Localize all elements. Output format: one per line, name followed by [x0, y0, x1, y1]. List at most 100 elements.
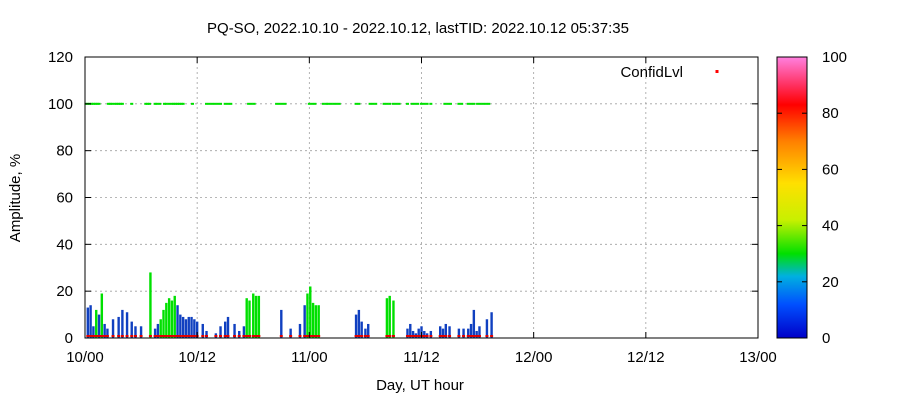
- confid-point: [146, 102, 150, 105]
- x-tick-label: 10/00: [66, 349, 104, 366]
- x-tick-label: 13/00: [739, 349, 777, 366]
- amplitude-bar: [201, 323, 204, 338]
- amplitude-bar: [190, 316, 193, 338]
- confid-point: [413, 102, 417, 105]
- amplitude-bar: [257, 295, 261, 338]
- baseline-point: [94, 335, 98, 337]
- amplitude-bar: [159, 319, 162, 338]
- amplitude-bar: [306, 293, 309, 338]
- baseline-point: [91, 335, 95, 337]
- baseline-point: [111, 335, 115, 337]
- baseline-point: [100, 335, 104, 337]
- confid-point: [153, 102, 157, 105]
- amplitude-bar: [103, 323, 106, 338]
- amplitude-bar: [478, 326, 481, 338]
- baseline-point: [105, 335, 109, 337]
- confid-point: [130, 102, 134, 105]
- baseline-point: [388, 335, 392, 337]
- baseline-point: [477, 335, 481, 337]
- baseline-point: [181, 335, 185, 337]
- baseline-point: [485, 335, 489, 337]
- baseline-point: [298, 335, 302, 337]
- baseline-point: [214, 335, 218, 337]
- amplitude-bar: [490, 312, 493, 338]
- confid-point: [247, 102, 251, 105]
- amplitude-bar: [97, 314, 101, 338]
- confid-point: [115, 102, 119, 105]
- confid-point: [446, 102, 450, 105]
- confid-point: [324, 102, 328, 105]
- confid-point: [448, 102, 452, 105]
- amplitude-bar: [438, 326, 442, 338]
- confid-point: [117, 102, 121, 105]
- amplitude-bar: [156, 323, 160, 338]
- baseline-point: [125, 335, 129, 337]
- baseline-point: [391, 335, 395, 337]
- baseline-point: [279, 335, 283, 337]
- y-tick-label: 60: [56, 190, 73, 207]
- amplitude-bar: [226, 316, 230, 338]
- confid-point: [229, 102, 233, 105]
- confid-point: [106, 102, 110, 105]
- amplitude-bar: [289, 328, 292, 338]
- colorbar-ticks: 0 20 40 60 80 100: [777, 49, 847, 347]
- baseline-point: [248, 335, 252, 337]
- baseline-point: [223, 335, 227, 337]
- confid-point: [422, 102, 426, 105]
- amplitude-bar: [187, 316, 190, 338]
- baseline-point: [303, 335, 307, 337]
- confid-point: [158, 102, 162, 105]
- confid-point: [405, 102, 409, 105]
- confid-point: [425, 102, 429, 105]
- baseline-point: [438, 335, 442, 337]
- amplitude-bar: [100, 293, 104, 338]
- amplitude-bar: [193, 319, 196, 338]
- baseline-point: [245, 335, 249, 337]
- amplitude-bar: [92, 326, 95, 338]
- amplitude-bar: [139, 326, 143, 338]
- confid-point: [326, 102, 330, 105]
- amplitude-bar: [176, 305, 179, 338]
- amplitude-bar: [254, 295, 258, 338]
- colorbar: 0 20 40 60 80 100: [776, 49, 847, 347]
- baseline-point: [425, 335, 429, 337]
- baseline-point: [117, 335, 121, 337]
- colorbar-tick-label: 40: [822, 218, 839, 235]
- baseline-point: [311, 335, 315, 337]
- baseline-point: [385, 335, 389, 337]
- confid-point: [476, 102, 480, 105]
- colorbar-tick-label: 60: [822, 161, 839, 178]
- baseline-point: [422, 335, 426, 337]
- amplitude-bar: [367, 323, 370, 338]
- confid-point: [249, 102, 253, 105]
- baseline-point: [192, 335, 196, 337]
- y-axis-label: Amplitude, %: [7, 154, 24, 242]
- confid-point: [167, 102, 171, 105]
- baseline-point: [130, 335, 134, 337]
- confid-point: [162, 102, 166, 105]
- baseline-point: [148, 335, 152, 337]
- amplitude-bar: [448, 326, 451, 338]
- baseline-point: [164, 335, 168, 337]
- amplitude-bar: [485, 319, 489, 338]
- baseline-point: [205, 335, 209, 337]
- amplitude-bar: [388, 295, 391, 338]
- baseline-point: [86, 335, 90, 337]
- amplitude-bar: [392, 300, 395, 338]
- baseline-point: [178, 335, 182, 337]
- confid-point: [354, 102, 358, 105]
- confid-point: [207, 102, 211, 105]
- baseline-point: [219, 335, 223, 337]
- baseline-point: [317, 335, 321, 337]
- confid-point: [457, 102, 461, 105]
- baseline-point: [308, 335, 312, 337]
- confid-point: [410, 102, 414, 105]
- amplitude-bar: [86, 307, 90, 338]
- baseline-point: [469, 335, 473, 337]
- amplitude-bar: [457, 328, 461, 338]
- confid-point: [179, 102, 183, 105]
- baseline-point: [429, 335, 433, 337]
- confid-point: [443, 102, 447, 105]
- amplitude-bar: [364, 328, 367, 338]
- y-tick-label: 20: [56, 283, 73, 300]
